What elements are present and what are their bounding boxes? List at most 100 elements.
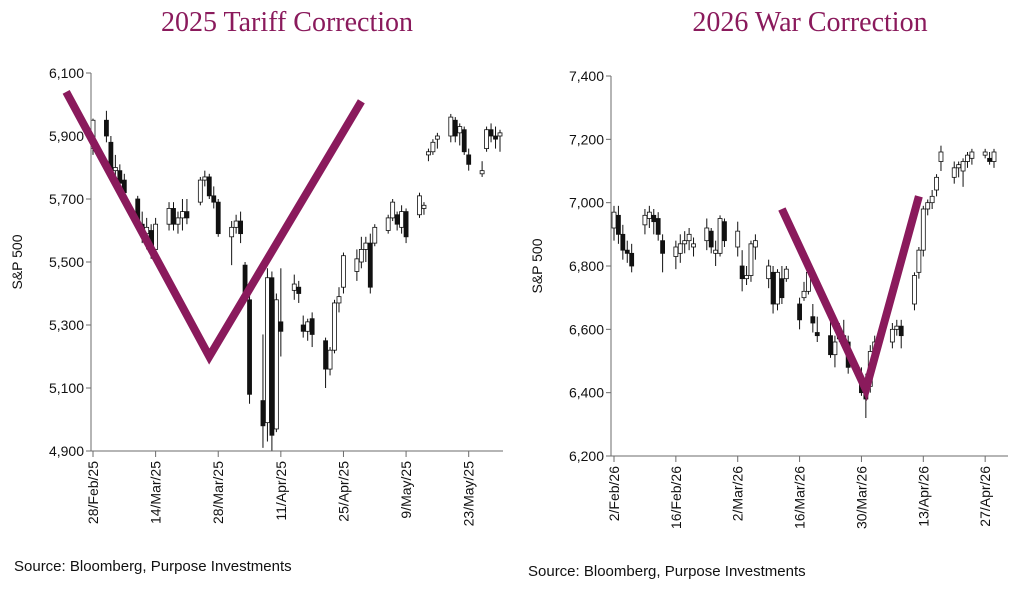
candle-body-down [394,214,400,225]
candle [832,335,838,368]
candle [394,211,400,231]
candle [426,148,431,162]
candle-body-up [305,321,311,332]
candle-body-up [938,151,944,162]
candle-body-down [452,119,458,137]
candle [717,215,723,257]
y-axis-label: S&P 500 [529,238,545,293]
candle-body-up [965,154,970,162]
candle-body-up [717,218,723,254]
candle [358,236,364,269]
candle-body-up [951,167,957,178]
candle [197,176,203,206]
candle-body-up [912,275,917,305]
y-tick-label: 5,300 [49,317,84,333]
candle [260,334,266,448]
candle [775,269,780,311]
x-tick-label: 23/May/25 [461,461,477,527]
candle-body-up [766,265,772,280]
candle [403,208,409,244]
candle-body-up [704,227,710,242]
candle [457,123,463,146]
candle [390,199,396,222]
candle-body-up [363,242,369,250]
candle [354,249,360,281]
candle-body-down [184,211,190,219]
candle-body-up [748,243,754,276]
candle-body-up [175,217,181,225]
x-tick-label: 28/Feb/25 [85,461,101,524]
candle-body-up [354,258,360,272]
y-tick-label: 5,700 [49,191,84,207]
x-tick-label: 2/Mar/26 [730,466,746,521]
candle-body-down [660,240,666,254]
candle [417,192,422,218]
candle [448,113,454,143]
candle-body-down [987,157,992,162]
candle-body-down [367,242,373,288]
correction-v-overlay [778,195,923,402]
candle-body-up [752,240,758,248]
candle-body-down [171,208,176,225]
candle-body-up [686,233,692,242]
candle-body-down [770,271,776,305]
candle [686,228,692,251]
candle [713,240,719,266]
candle-body-up [358,248,364,263]
candle-body-down [779,278,785,299]
candle-body-down [206,176,212,197]
x-tick-label: 16/Feb/26 [668,466,684,529]
candle [296,280,302,303]
candle-body-up [991,151,997,162]
candle [309,312,315,348]
candle-body-down [493,135,498,140]
candle [488,123,494,143]
candle [466,148,472,171]
y-tick-label: 6,200 [569,448,604,464]
x-tick-label: 11/Apr/25 [273,461,289,521]
x-tick-label: 25/Apr/25 [335,461,351,522]
candle-body-up [916,249,922,273]
candle [766,259,772,289]
candle-body-up [112,167,118,172]
candle [616,205,621,244]
candle-body-up [421,204,427,209]
candle [752,234,758,260]
candle-body-up [434,135,440,140]
candle [744,266,749,285]
candle-body-up [611,211,617,229]
candle [291,274,297,300]
candle-body-up [801,290,807,299]
candle [898,319,904,349]
candle-body-down [461,129,467,153]
candle [779,266,785,304]
y-axis-label: S&P 500 [9,234,25,289]
y-axis-ticks: 4,900 5,100 5,300 5,500 5,700 5,900 6,100 [49,65,91,459]
candle-body-down [260,400,266,427]
candle [430,139,436,155]
candle-body-up [783,268,789,280]
y-tick-label: 6,800 [569,258,604,274]
y-tick-label: 7,000 [569,195,604,211]
candle-body-down [238,220,243,235]
candle [206,173,212,199]
candle-body-up [934,176,939,191]
candle [929,190,935,209]
candle [987,152,992,165]
candle [708,228,714,254]
candle [184,199,190,225]
candle [211,186,217,209]
candle [323,337,328,388]
war-correction-chart: 2026 War Correction S&P 500 Source: Bloo… [528,7,1008,580]
candle [646,205,652,228]
candle-body-up [484,129,489,149]
x-tick-label: 9/May/25 [398,461,414,519]
candle [660,234,666,273]
candle-body-up [180,211,185,219]
candle-body-up [265,277,270,424]
candle [673,240,679,270]
y-tick-label: 7,400 [569,68,604,84]
candle-body-down [104,119,109,137]
candle-body-up [479,170,485,175]
